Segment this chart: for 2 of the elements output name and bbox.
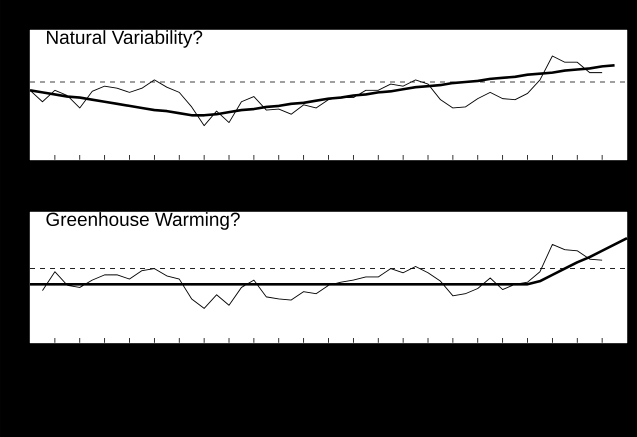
chart-title: Natural Variability? [47,30,202,48]
chart-title: Greenhouse Warming? [46,212,240,230]
